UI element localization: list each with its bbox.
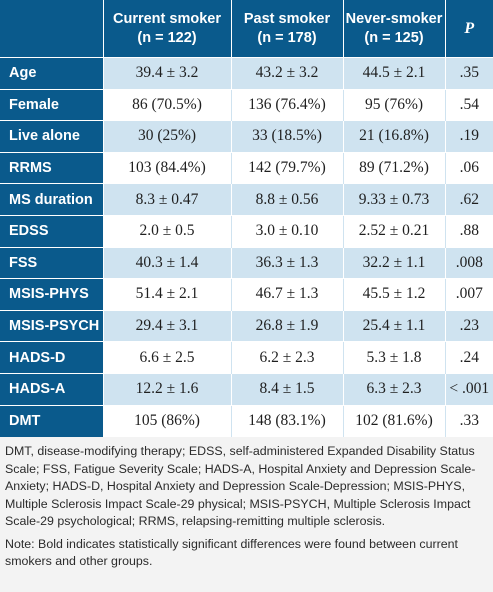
cell-never: 2.52 ± 0.21	[343, 214, 446, 248]
cell-current: 29.4 ± 3.1	[103, 309, 232, 342]
cell-past: 148 (83.1%)	[231, 404, 344, 437]
cell-past: 6.2 ± 2.3	[231, 341, 344, 374]
significance-note: Note: Bold indicates statistically signi…	[5, 536, 458, 569]
header-current-smoker-n: (n = 122)	[137, 29, 197, 46]
cell-past: 8.4 ± 1.5	[231, 372, 344, 406]
table-row: Live alone 30 (25%) 33 (18.5%) 21 (16.8%) .1…	[0, 120, 493, 153]
cell-past: 36.3 ± 1.3	[231, 246, 344, 279]
table-footnotes: DMT, disease-modifying therapy; EDSS, se…	[5, 443, 490, 571]
table-row: HADS-D 6.6 ± 2.5 6.2 ± 2.3 5.3 ± 1.8.24	[0, 341, 493, 374]
cell-current: 2.0 ± 0.5	[103, 214, 232, 248]
cell-never: 95 (76%)	[343, 88, 446, 121]
cell-never: 9.33 ± 0.73	[343, 183, 446, 216]
cell-current: 6.6 ± 2.5	[103, 341, 232, 374]
cell-past: 26.8 ± 1.9	[231, 309, 344, 342]
header-never-smoker-n: (n = 125)	[364, 29, 424, 46]
cell-p: .33	[445, 404, 493, 437]
cell-p: .62	[445, 183, 493, 216]
cell-current: 86 (70.5%)	[103, 88, 232, 121]
cell-current: 39.4 ± 3.2	[103, 57, 232, 90]
cell-never: 21 (16.8%)	[343, 120, 446, 153]
table-row: MSIS-PSYCH 29.4 ± 3.1 26.8 ± 1.9 25.4 ± 1.1…	[0, 309, 493, 342]
cell-never: 5.3 ± 1.8	[343, 341, 446, 374]
cell-past: 33 (18.5%)	[231, 120, 344, 153]
table-row: MSIS-PHYS 51.4 ± 2.1 46.7 ± 1.3 45.5 ± 1.2.…	[0, 278, 493, 311]
table-row: EDSS 2.0 ± 0.5 3.0 ± 0.10 2.52 ± 0.21.88	[0, 214, 493, 248]
cell-p: .24	[445, 341, 493, 374]
cell-current: 12.2 ± 1.6	[103, 372, 232, 406]
header-empty-cell	[0, 0, 104, 58]
cell-p: .007	[445, 278, 493, 311]
row-label: MS duration	[0, 183, 104, 216]
cell-past: 142 (79.7%)	[231, 151, 344, 184]
table-header-row: Current smoker (n = 122) Past smoker (n …	[0, 0, 493, 58]
table-row: FSS 40.3 ± 1.4 36.3 ± 1.3 32.2 ± 1.1.008	[0, 246, 493, 279]
cell-never: 6.3 ± 2.3	[343, 372, 446, 406]
table-row: RRMS 103 (84.4%) 142 (79.7%) 89 (71.2%) .06	[0, 151, 493, 184]
cell-current: 105 (86%)	[103, 404, 232, 437]
cell-never: 89 (71.2%)	[343, 151, 446, 184]
cell-current: 8.3 ± 0.47	[103, 183, 232, 216]
header-past-smoker-title: Past smoker	[243, 10, 331, 27]
row-label: DMT	[0, 404, 104, 437]
cell-past: 43.2 ± 3.2	[231, 57, 344, 90]
cell-current: 40.3 ± 1.4	[103, 246, 232, 279]
row-label: Age	[0, 57, 104, 90]
cell-current: 30 (25%)	[103, 120, 232, 153]
row-label: HADS-A	[0, 372, 104, 406]
cell-p: .19	[445, 120, 493, 153]
cell-p: .23	[445, 309, 493, 342]
cell-never: 102 (81.6%)	[343, 404, 446, 437]
cell-past: 8.8 ± 0.56	[231, 183, 344, 216]
cell-p: .35	[445, 57, 493, 90]
cell-past: 136 (76.4%)	[231, 88, 344, 121]
cell-never: 32.2 ± 1.1	[343, 246, 446, 279]
row-label: RRMS	[0, 151, 104, 184]
cell-past: 46.7 ± 1.3	[231, 278, 344, 311]
table-body: Age 39.4 ± 3.2 43.2 ± 3.2 44.5 ± 2.1.35 Fema…	[0, 57, 493, 437]
header-never-smoker: Never-smoker (n = 125)	[343, 0, 446, 58]
table-row: DMT 105 (86%) 148 (83.1%) 102 (81.6%) .33	[0, 404, 493, 437]
row-label: MSIS-PHYS	[0, 278, 104, 311]
table-row: HADS-A 12.2 ± 1.6 8.4 ± 1.5 6.3 ± 2.3 < .001	[0, 372, 493, 406]
header-never-smoker-title: Never-smoker	[345, 10, 443, 27]
row-label: FSS	[0, 246, 104, 279]
header-past-smoker-n: (n = 178)	[257, 29, 317, 46]
cell-never: 45.5 ± 1.2	[343, 278, 446, 311]
header-current-smoker-title: Current smoker	[113, 10, 221, 27]
cell-p: .54	[445, 88, 493, 121]
header-p-value: P	[445, 0, 493, 58]
header-current-smoker: Current smoker (n = 122)	[103, 0, 232, 58]
table-row: Female 86 (70.5%) 136 (76.4%) 95 (76%) .54	[0, 88, 493, 121]
cell-past: 3.0 ± 0.10	[231, 214, 344, 248]
row-label: Live alone	[0, 120, 104, 153]
characteristics-table: Current smoker (n = 122) Past smoker (n …	[0, 0, 493, 437]
cell-never: 25.4 ± 1.1	[343, 309, 446, 342]
cell-current: 51.4 ± 2.1	[103, 278, 232, 311]
cell-current: 103 (84.4%)	[103, 151, 232, 184]
header-past-smoker: Past smoker (n = 178)	[231, 0, 344, 58]
row-label: MSIS-PSYCH	[0, 309, 104, 342]
table-row: MS duration 8.3 ± 0.47 8.8 ± 0.56 9.33 ± 0.…	[0, 183, 493, 216]
row-label: HADS-D	[0, 341, 104, 374]
cell-p: < .001	[445, 372, 493, 406]
cell-never: 44.5 ± 2.1	[343, 57, 446, 90]
abbreviations-footnote: DMT, disease-modifying therapy; EDSS, se…	[5, 444, 476, 528]
cell-p: .06	[445, 151, 493, 184]
table-row: Age 39.4 ± 3.2 43.2 ± 3.2 44.5 ± 2.1.35	[0, 57, 493, 90]
row-label: EDSS	[0, 214, 104, 248]
row-label: Female	[0, 88, 104, 121]
cell-p: .008	[445, 246, 493, 279]
cell-p: .88	[445, 214, 493, 248]
